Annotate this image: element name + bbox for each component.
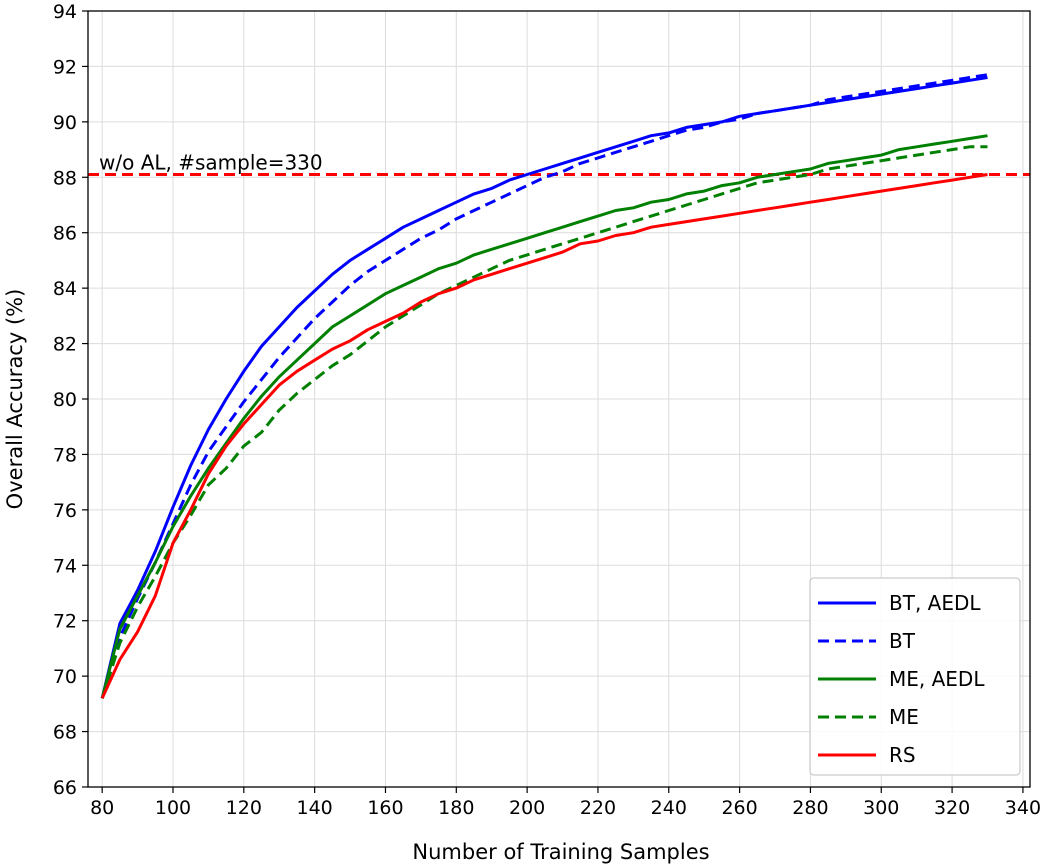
x-tick-label: 300	[863, 797, 899, 819]
y-tick-label: 94	[53, 1, 77, 23]
reference-line-label: w/o AL, #sample=330	[99, 151, 323, 175]
y-tick-label: 92	[53, 56, 77, 78]
x-tick-label: 260	[721, 797, 757, 819]
legend-label-4: RS	[889, 743, 916, 767]
y-tick-label: 76	[53, 500, 77, 522]
y-axis-ticks: 66 68 70 72 74 76 78 80 82 84 86 88 90 92 94	[53, 1, 88, 799]
x-tick-label: 220	[580, 797, 616, 819]
x-tick-label: 160	[367, 797, 403, 819]
x-axis-ticks: 80 100 120 140 160 180 200 220 240 260 280 300 320 34…	[90, 787, 1041, 819]
y-tick-label: 66	[53, 777, 77, 799]
y-tick-label: 80	[53, 389, 77, 411]
series-line-2	[100, 134, 988, 699]
x-tick-label: 320	[934, 797, 970, 819]
x-tick-label: 100	[155, 797, 191, 819]
x-tick-label: 180	[438, 797, 474, 819]
legend-label-3: ME	[889, 705, 919, 729]
series-line-3	[100, 145, 988, 699]
x-tick-label: 240	[651, 797, 687, 819]
y-tick-label: 88	[53, 167, 77, 189]
y-tick-label: 84	[53, 278, 77, 300]
series-line-4	[100, 173, 988, 699]
y-tick-label: 68	[53, 722, 77, 744]
y-tick-label: 90	[53, 112, 77, 134]
legend-label-2: ME, AEDL	[889, 667, 985, 691]
legend-label-0: BT, AEDL	[889, 591, 981, 615]
y-tick-label: 78	[53, 444, 77, 466]
reference-line-group: w/o AL, #sample=330	[88, 151, 1030, 177]
x-tick-label: 280	[792, 797, 828, 819]
x-axis-label: Number of Training Samples	[412, 840, 709, 864]
legend-label-1: BT	[889, 629, 916, 653]
y-tick-label: 74	[53, 555, 77, 577]
y-tick-label: 86	[53, 223, 77, 245]
y-tick-label: 70	[53, 666, 77, 688]
series-lines	[100, 73, 988, 699]
y-tick-label: 72	[53, 611, 77, 633]
x-tick-label: 140	[297, 797, 333, 819]
x-tick-label: 340	[1005, 797, 1041, 819]
y-axis-label: Overall Accuracy (%)	[3, 289, 27, 510]
legend: BT, AEDL BT ME, AEDL ME RS	[809, 577, 1021, 776]
series-line-0	[100, 76, 988, 699]
y-tick-label: 82	[53, 334, 77, 356]
x-tick-label: 120	[226, 797, 262, 819]
x-tick-label: 80	[90, 797, 114, 819]
legend-box	[809, 577, 1021, 776]
x-tick-label: 200	[509, 797, 545, 819]
